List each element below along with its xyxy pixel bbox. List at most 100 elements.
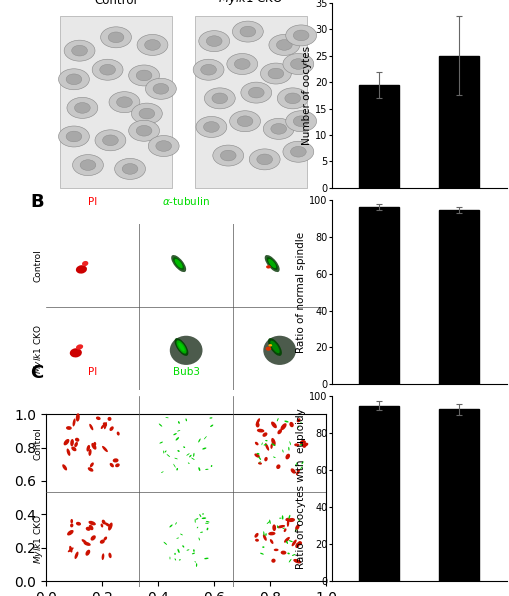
Ellipse shape: [109, 463, 114, 467]
Circle shape: [206, 36, 221, 46]
Ellipse shape: [262, 432, 267, 437]
Ellipse shape: [285, 454, 290, 460]
Ellipse shape: [206, 521, 209, 523]
Ellipse shape: [74, 551, 78, 559]
Ellipse shape: [266, 521, 269, 524]
Circle shape: [137, 35, 167, 55]
Ellipse shape: [107, 417, 111, 421]
Circle shape: [66, 74, 81, 85]
Ellipse shape: [290, 468, 295, 474]
Ellipse shape: [302, 443, 305, 448]
Ellipse shape: [104, 422, 107, 429]
Ellipse shape: [174, 558, 176, 560]
Circle shape: [128, 120, 159, 141]
Ellipse shape: [103, 536, 107, 541]
Text: Control: Control: [94, 0, 137, 7]
Ellipse shape: [165, 417, 168, 418]
Text: Control: Control: [34, 249, 43, 281]
Ellipse shape: [271, 558, 275, 563]
Ellipse shape: [176, 538, 179, 539]
Circle shape: [153, 83, 168, 94]
Circle shape: [276, 39, 292, 50]
Bar: [439, 210, 478, 384]
Ellipse shape: [202, 448, 206, 449]
Circle shape: [80, 160, 96, 170]
Ellipse shape: [254, 533, 258, 538]
Circle shape: [237, 116, 252, 126]
Circle shape: [229, 111, 260, 132]
Circle shape: [293, 116, 308, 126]
Text: Control: Control: [361, 206, 397, 216]
Ellipse shape: [64, 439, 69, 445]
Y-axis label: Number of oocytes: Number of oocytes: [301, 46, 312, 145]
Ellipse shape: [276, 418, 278, 421]
Bar: [359, 405, 399, 581]
Text: Merge: Merge: [263, 367, 295, 377]
Ellipse shape: [93, 442, 96, 446]
Circle shape: [249, 149, 279, 170]
Circle shape: [282, 54, 313, 74]
Ellipse shape: [88, 449, 92, 456]
Circle shape: [139, 108, 154, 119]
Ellipse shape: [101, 424, 104, 429]
Ellipse shape: [289, 441, 291, 445]
Ellipse shape: [70, 519, 73, 523]
Ellipse shape: [276, 525, 285, 528]
Ellipse shape: [210, 465, 212, 467]
Ellipse shape: [101, 520, 105, 524]
Ellipse shape: [102, 446, 107, 452]
Ellipse shape: [295, 542, 299, 548]
Ellipse shape: [76, 522, 81, 526]
Ellipse shape: [280, 423, 286, 430]
Ellipse shape: [293, 559, 301, 563]
Ellipse shape: [115, 463, 120, 467]
Ellipse shape: [265, 347, 271, 350]
Ellipse shape: [297, 519, 300, 522]
Ellipse shape: [273, 548, 278, 551]
Ellipse shape: [109, 426, 114, 431]
Ellipse shape: [103, 423, 107, 426]
Ellipse shape: [270, 444, 272, 449]
Ellipse shape: [204, 558, 208, 559]
Circle shape: [100, 27, 131, 48]
Ellipse shape: [62, 464, 67, 470]
Circle shape: [232, 21, 263, 42]
Circle shape: [203, 122, 219, 132]
Ellipse shape: [287, 518, 294, 522]
Ellipse shape: [186, 550, 189, 551]
Ellipse shape: [261, 442, 262, 445]
Ellipse shape: [117, 432, 120, 436]
Ellipse shape: [299, 440, 303, 445]
Circle shape: [240, 82, 271, 103]
Bar: [439, 409, 478, 581]
Ellipse shape: [194, 519, 195, 523]
Ellipse shape: [163, 451, 164, 454]
Ellipse shape: [175, 437, 179, 440]
Circle shape: [268, 68, 283, 79]
Bar: [439, 56, 478, 188]
Ellipse shape: [100, 523, 103, 527]
Circle shape: [136, 125, 152, 136]
Ellipse shape: [299, 423, 302, 424]
Ellipse shape: [257, 429, 264, 433]
Ellipse shape: [169, 557, 170, 560]
Ellipse shape: [200, 532, 203, 533]
Ellipse shape: [263, 444, 266, 446]
Ellipse shape: [89, 525, 93, 530]
Ellipse shape: [286, 541, 288, 544]
Ellipse shape: [91, 535, 96, 541]
Circle shape: [131, 103, 162, 124]
Ellipse shape: [204, 436, 206, 439]
Ellipse shape: [193, 550, 194, 552]
Ellipse shape: [282, 527, 285, 529]
Circle shape: [293, 30, 308, 41]
Circle shape: [67, 97, 98, 119]
Ellipse shape: [195, 563, 197, 567]
Circle shape: [257, 154, 272, 164]
Ellipse shape: [271, 438, 275, 446]
Ellipse shape: [288, 515, 290, 519]
Text: $\mathit{Mylk1}$ CKO: $\mathit{Mylk1}$ CKO: [432, 206, 486, 220]
Circle shape: [277, 88, 307, 109]
Ellipse shape: [67, 530, 73, 535]
Ellipse shape: [108, 552, 111, 558]
